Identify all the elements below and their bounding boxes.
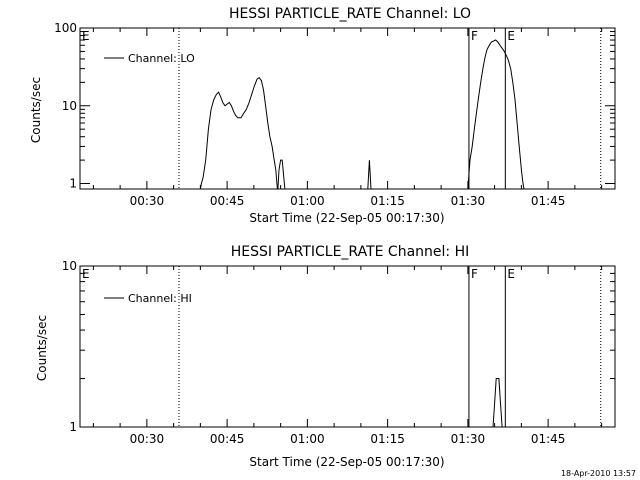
panel-lo-series-line (367, 160, 372, 190)
panel-lo-y-ticks: 1 10 100 (54, 21, 615, 191)
panel-lo-event-marker-label: F (471, 29, 478, 43)
panel-lo-x-axis-label: Start Time (22-Sep-05 00:17:30) (249, 211, 444, 225)
panel-lo-plot-area (79, 27, 616, 190)
panel-hi-series (492, 378, 503, 428)
panel-lo-x-tick-label: 01:30 (451, 194, 486, 208)
panel-hi-x-tick-label: 01:00 (290, 432, 325, 446)
panel-hi-x-tick-label: 01:15 (370, 432, 405, 446)
panel-hi-x-axis-label: Start Time (22-Sep-05 00:17:30) (249, 455, 444, 469)
panel-hi-x-tick-label: 00:30 (130, 432, 165, 446)
panel-lo: HESSI PARTICLE_RATE Channel: LO 00:30 00:… (29, 6, 616, 225)
panel-hi-plot-area (79, 265, 616, 428)
panel-lo-y-tick-label: 10 (62, 99, 77, 113)
panel-lo-series-line (467, 39, 525, 190)
panel-lo-series (199, 39, 525, 190)
panel-lo-y-tick-label: 100 (54, 21, 77, 35)
panel-lo-x-tick-label: 01:15 (370, 194, 405, 208)
panel-lo-x-tick-label: 00:45 (210, 194, 245, 208)
panel-lo-legend-label: Channel: LO (128, 52, 195, 65)
panel-hi-x-tick-label: 00:45 (210, 432, 245, 446)
panel-lo-y-tick-label: 1 (69, 177, 77, 191)
panel-lo-x-tick-label: 01:00 (290, 194, 325, 208)
panel-hi-y-ticks: 1 10 (62, 259, 615, 434)
panel-hi-event-marker-label: E (507, 267, 515, 281)
panel-hi-x-ticks: 00:30 00:45 01:00 01:15 01:30 01:45 (92, 266, 603, 446)
panel-hi-event-marker-label: F (471, 267, 478, 281)
panel-hi-y-axis-label: Counts/sec (35, 315, 49, 381)
panel-lo-series-line (199, 76, 278, 190)
panel-lo-x-tick-label: 00:30 (130, 194, 165, 208)
panel-hi-event-marker-label: E (82, 267, 90, 281)
panel-lo-title: HESSI PARTICLE_RATE Channel: LO (229, 6, 471, 22)
panel-hi-legend-label: Channel: HI (128, 292, 192, 305)
timestamp-label: 18-Apr-2010 13:57 (561, 469, 636, 478)
panel-hi-y-tick-label: 10 (62, 259, 77, 273)
panel-hi: HESSI PARTICLE_RATE Channel: HI 00:30 00:… (35, 244, 616, 469)
panel-lo-event-marker-label: E (507, 29, 515, 43)
panel-hi-y-tick-label: 1 (69, 420, 77, 434)
panel-hi-x-tick-label: 01:30 (451, 432, 486, 446)
panel-hi-title: HESSI PARTICLE_RATE Channel: HI (231, 244, 469, 260)
panel-hi-x-tick-label: 01:45 (531, 432, 566, 446)
panel-lo-series-line (277, 159, 286, 190)
panel-lo-y-axis-label: Counts/sec (29, 77, 43, 143)
panel-hi-series-line (492, 378, 503, 428)
panel-lo-event-marker-label: E (82, 29, 90, 43)
panel-lo-x-ticks: 00:30 00:45 01:00 01:15 01:30 01:45 (92, 28, 603, 208)
panel-lo-x-tick-label: 01:45 (531, 194, 566, 208)
